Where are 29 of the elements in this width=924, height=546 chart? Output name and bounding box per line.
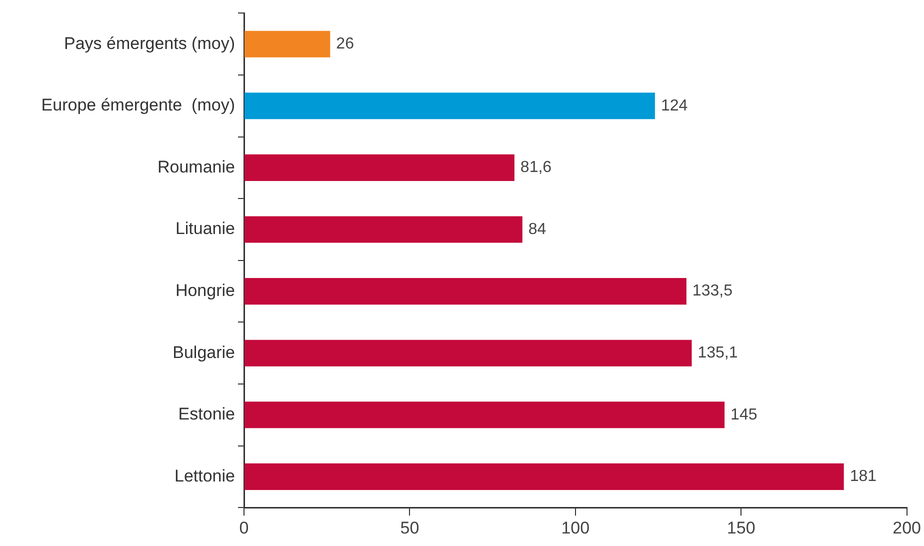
- bar: [244, 216, 522, 243]
- data-label: 181: [850, 468, 877, 486]
- x-tick-label: 150: [726, 518, 756, 538]
- bar: [244, 402, 725, 428]
- x-tick-label: 100: [561, 518, 590, 538]
- data-label: 26: [336, 36, 354, 53]
- bar: [244, 463, 844, 490]
- data-label: 84: [528, 220, 546, 238]
- bar: [244, 340, 692, 366]
- x-tick-label: 0: [239, 518, 249, 538]
- data-label: 135,1: [698, 344, 738, 362]
- y-tick-label: Pays émergents (moy): [64, 34, 235, 53]
- y-tick-label: Lituanie: [175, 219, 235, 238]
- x-tick-label: 50: [400, 518, 420, 538]
- bar: [244, 278, 686, 305]
- y-tick-label: Hongrie: [175, 280, 235, 300]
- bar: [244, 30, 330, 58]
- data-label: 133,5: [692, 282, 733, 300]
- data-label: 145: [730, 406, 758, 424]
- bar: [244, 154, 514, 181]
- y-tick-label: Roumanie: [158, 157, 235, 176]
- x-tick-label: 200: [892, 518, 922, 538]
- y-tick-label: Bulgarie: [172, 342, 235, 362]
- bar: [244, 92, 655, 120]
- data-label: 124: [660, 97, 688, 114]
- data-label: 81,6: [520, 159, 552, 176]
- y-tick-label: Lettonie: [174, 466, 235, 486]
- y-tick-label: Europe émergente (moy): [41, 96, 235, 115]
- y-tick-label: Estonie: [178, 404, 235, 424]
